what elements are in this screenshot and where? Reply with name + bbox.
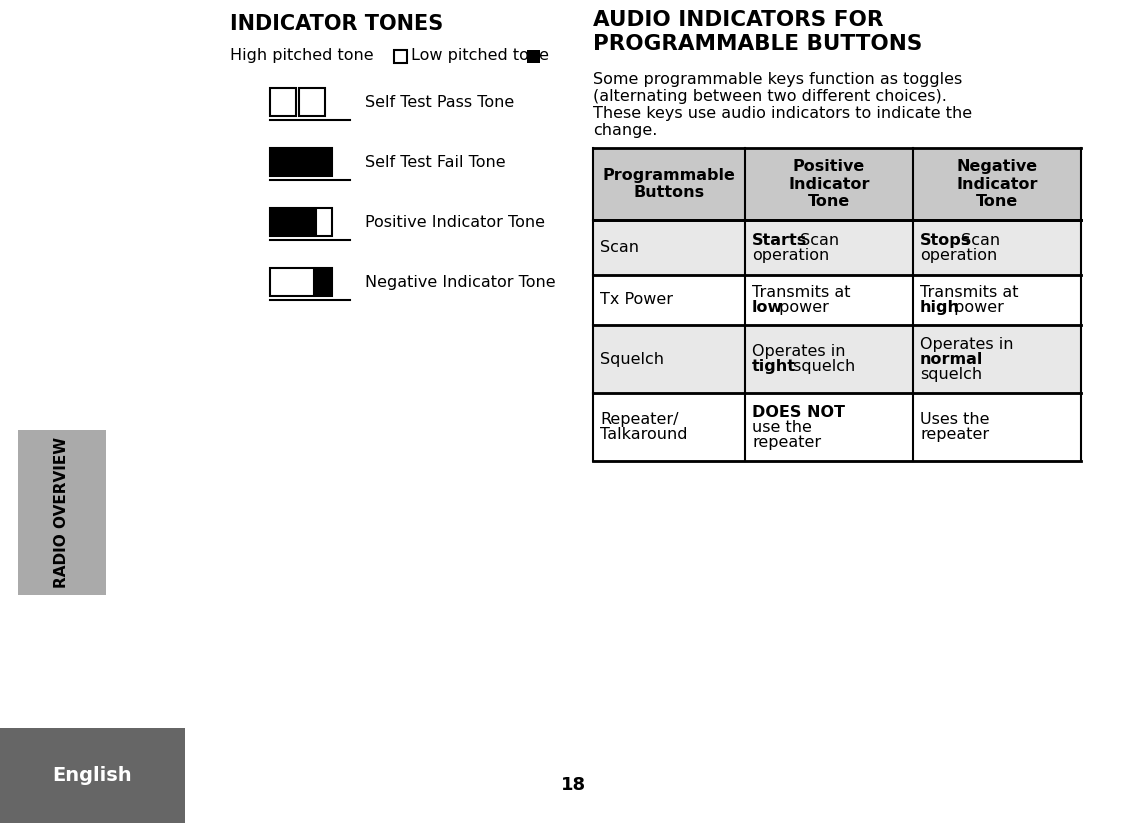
Bar	[593, 275, 1080, 325]
Text: Starts: Starts	[752, 233, 807, 248]
Text: Some programmable keys function as toggles: Some programmable keys function as toggl…	[593, 72, 962, 87]
Text: Operates in: Operates in	[920, 337, 1014, 351]
Text: operation: operation	[752, 248, 829, 263]
Text: squelch: squelch	[788, 359, 856, 374]
Text: 18: 18	[561, 776, 586, 794]
Bar	[317, 208, 331, 236]
Text: Uses the: Uses the	[920, 412, 990, 427]
Bar	[593, 148, 1080, 220]
Text: normal: normal	[920, 351, 983, 366]
Text: Scan: Scan	[955, 233, 1000, 248]
Text: power: power	[773, 300, 828, 315]
Bar	[0, 728, 185, 823]
Text: tight: tight	[752, 359, 796, 374]
Text: INDICATOR TONES: INDICATOR TONES	[231, 14, 443, 34]
Text: PROGRAMMABLE BUTTONS: PROGRAMMABLE BUTTONS	[593, 34, 922, 54]
Text: high: high	[920, 300, 960, 315]
Text: Self Test Pass Tone: Self Test Pass Tone	[365, 95, 514, 109]
Text: Negative
Indicator
Tone: Negative Indicator Tone	[957, 159, 1038, 209]
Text: low: low	[752, 300, 783, 315]
Text: squelch: squelch	[920, 366, 982, 382]
Text: Positive Indicator Tone: Positive Indicator Tone	[365, 215, 545, 230]
Text: Talkaround: Talkaround	[600, 427, 687, 442]
Bar	[18, 430, 106, 595]
Text: Negative Indicator Tone: Negative Indicator Tone	[365, 275, 555, 290]
Bar	[270, 148, 331, 176]
Text: High pitched tone: High pitched tone	[231, 48, 374, 63]
Bar	[299, 88, 325, 116]
Bar	[317, 268, 331, 296]
Text: change.: change.	[593, 123, 657, 138]
Text: Transmits at: Transmits at	[920, 285, 1019, 300]
Text: Operates in: Operates in	[752, 344, 845, 359]
Text: Scan: Scan	[795, 233, 840, 248]
Text: operation: operation	[920, 248, 997, 263]
Text: Stops: Stops	[920, 233, 972, 248]
Bar	[593, 325, 1080, 393]
Bar	[395, 50, 407, 63]
Text: DOES NOT: DOES NOT	[752, 404, 845, 420]
Text: Programmable
Buttons: Programmable Buttons	[602, 168, 735, 200]
Bar	[526, 50, 540, 63]
Bar	[593, 220, 1080, 275]
Bar	[270, 88, 296, 116]
Text: These keys use audio indicators to indicate the: These keys use audio indicators to indic…	[593, 106, 973, 121]
Text: RADIO OVERVIEW: RADIO OVERVIEW	[55, 437, 70, 588]
Bar	[593, 393, 1080, 461]
Text: repeater: repeater	[920, 427, 989, 442]
Text: Repeater/: Repeater/	[600, 412, 679, 427]
Text: Positive
Indicator
Tone: Positive Indicator Tone	[788, 159, 869, 209]
Text: Tx Power: Tx Power	[600, 292, 673, 308]
Text: AUDIO INDICATORS FOR: AUDIO INDICATORS FOR	[593, 10, 883, 30]
Text: (alternating between two different choices).: (alternating between two different choic…	[593, 89, 947, 104]
Text: Scan: Scan	[600, 240, 639, 255]
Text: Transmits at: Transmits at	[752, 285, 850, 300]
Bar	[270, 268, 314, 296]
Text: Self Test Fail Tone: Self Test Fail Tone	[365, 155, 506, 170]
Text: Squelch: Squelch	[600, 351, 664, 366]
Text: English: English	[53, 766, 132, 785]
Text: power: power	[949, 300, 1004, 315]
Text: use the: use the	[752, 420, 812, 435]
Text: repeater: repeater	[752, 435, 821, 449]
Bar	[270, 208, 314, 236]
Text: Low pitched tone: Low pitched tone	[411, 48, 549, 63]
